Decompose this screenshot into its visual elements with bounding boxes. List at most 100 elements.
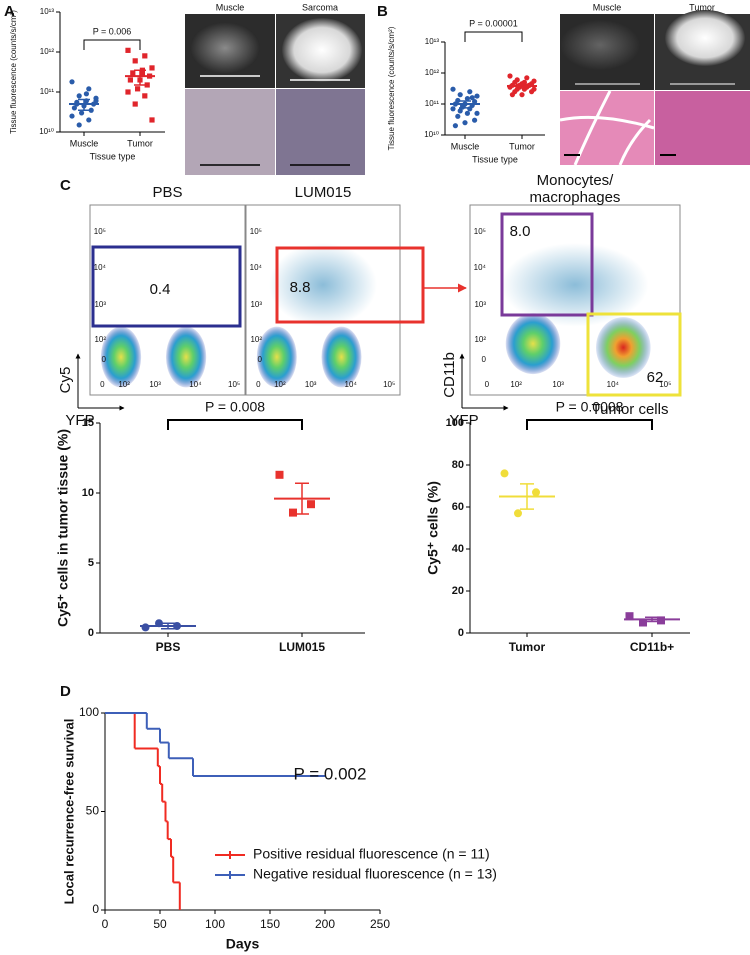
data-point <box>86 86 92 92</box>
density <box>100 326 142 388</box>
x-tick-label: 10⁴ <box>607 380 620 389</box>
gate <box>275 246 425 324</box>
data-point <box>467 89 473 95</box>
microscopy-images <box>185 10 750 175</box>
y-tick-label: 80 <box>452 459 464 471</box>
image <box>560 91 654 165</box>
image-label: Muscle <box>216 2 245 12</box>
data-point <box>76 122 82 128</box>
data-point <box>127 77 133 83</box>
significance-bracket <box>526 419 653 430</box>
panel-label: B <box>377 3 388 20</box>
y-tick-label: 100 <box>79 705 99 719</box>
x-tick-label: 10² <box>118 380 130 389</box>
y-tick-label: 15 <box>82 417 94 429</box>
plot-title: PBS <box>152 184 182 201</box>
data-point <box>472 117 478 123</box>
data-point <box>507 73 513 79</box>
y-tick-label: 10⁴ <box>94 263 107 272</box>
image <box>282 18 362 82</box>
data-point <box>529 89 535 95</box>
data-point <box>275 470 284 479</box>
data-point <box>514 509 522 518</box>
y-tick-label: 10⁵ <box>474 227 486 236</box>
data-point <box>524 75 530 81</box>
x-tick-label: 150 <box>260 917 280 931</box>
x-tick-label: 10⁴ <box>345 380 358 389</box>
x-tick-label: 10² <box>510 380 522 389</box>
image <box>190 22 260 74</box>
density <box>501 242 649 327</box>
data-point <box>144 82 150 88</box>
y-tick-label: 100 <box>446 417 464 429</box>
x-tick-label: 0 <box>256 380 261 389</box>
error-bar <box>78 98 90 111</box>
density <box>256 326 297 388</box>
axis-label: CD11b <box>441 352 458 398</box>
data-point <box>69 79 75 85</box>
y-tick-label: 10⁴ <box>250 263 263 272</box>
image <box>276 89 365 175</box>
data-point <box>76 93 82 99</box>
error-bar <box>134 69 146 86</box>
x-tick-label: Tumor <box>509 640 546 654</box>
data-point <box>625 612 634 621</box>
y-axis-label: Cy5⁺ cells (%) <box>425 481 441 575</box>
legend-label: Positive residual fluorescence (n = 11) <box>253 846 490 862</box>
data-point <box>469 95 475 101</box>
data-point <box>450 86 456 92</box>
data-point <box>125 47 131 53</box>
gate-value: 8.0 <box>510 223 531 240</box>
gate-value: 8.8 <box>290 279 311 296</box>
plot-title: LUM015 <box>295 184 352 201</box>
data-point <box>532 488 540 497</box>
data-point <box>130 70 136 76</box>
data-point <box>457 108 463 114</box>
y-tick-label: 10³ <box>94 300 106 309</box>
axis-label: YFP <box>449 412 478 429</box>
y-tick-label: 10² <box>474 335 486 344</box>
data-point <box>457 92 463 98</box>
p-value: P = 0.0008 <box>556 399 624 415</box>
y-tick-label: 10¹⁰ <box>424 130 439 139</box>
y-tick-label: 10⁴ <box>474 263 487 272</box>
x-tick-label: Tumor <box>127 138 153 148</box>
y-tick-label: 10⁵ <box>94 227 106 236</box>
density <box>321 326 362 388</box>
x-tick-label: 200 <box>315 917 335 931</box>
x-tick-label: 250 <box>370 917 390 931</box>
x-tick-label: 10³ <box>552 380 564 389</box>
data-point <box>474 110 480 116</box>
y-tick-label: 0 <box>102 355 107 364</box>
density <box>269 242 377 327</box>
x-tick-label: Tumor <box>509 141 535 151</box>
x-tick-label: 10⁵ <box>383 380 395 389</box>
plot-title: macrophages <box>530 189 621 206</box>
x-tick-label: 10⁵ <box>228 380 240 389</box>
data-point <box>467 106 473 112</box>
x-tick-label: 10³ <box>149 380 161 389</box>
x-tick-label: 100 <box>205 917 225 931</box>
error-bar <box>645 616 659 623</box>
x-tick-label: LUM015 <box>279 640 325 654</box>
y-tick-label: 0 <box>458 627 464 639</box>
p-value: P = 0.006 <box>93 26 132 36</box>
legend-label: Negative residual fluorescence (n = 13) <box>253 866 497 882</box>
panel-label: A <box>4 3 15 20</box>
data-point <box>88 107 94 113</box>
image <box>560 20 640 70</box>
data-point <box>509 92 515 98</box>
axis-label: YFP <box>65 412 94 429</box>
y-tick-label: 0 <box>88 627 94 639</box>
density <box>165 326 207 388</box>
error-bar <box>520 483 534 510</box>
y-axis-label: Cy5⁺ cells in tumor tissue (%) <box>55 429 71 627</box>
x-axis-label: Days <box>226 936 260 952</box>
plot-title: Monocytes/ <box>537 172 615 189</box>
data-point <box>139 70 145 76</box>
error-bar <box>516 83 528 89</box>
image <box>665 10 745 66</box>
data-point <box>474 93 480 99</box>
image-label: Tumor <box>689 2 715 12</box>
